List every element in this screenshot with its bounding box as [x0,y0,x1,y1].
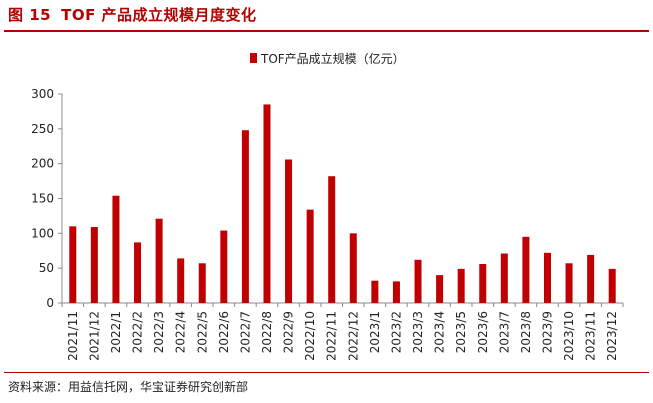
x-tick-label: 2022/4 [174,311,188,353]
x-tick-label: 2023/7 [497,311,511,353]
bar-2023-10 [565,263,573,303]
bar-2023-4 [436,275,444,303]
bar-2023-12 [608,268,616,303]
top-rule [4,30,649,32]
y-tick-label: 100 [31,226,54,240]
x-tick-label: 2022/9 [282,311,296,353]
bar-2022-9 [285,159,293,303]
bar-2023-8 [522,236,530,303]
x-tick-label: 2023/8 [519,311,533,353]
y-tick-label: 50 [39,261,54,275]
x-tick-label: 2022/10 [303,311,317,361]
x-tick-label: 2022/1 [109,311,123,353]
source-note: 资料来源：用益信托网，华宝证券研究创新部 [8,380,249,394]
bar-2022-3 [155,218,163,303]
bottom-rule [4,372,649,373]
bar-2022-10 [306,209,314,303]
bar-2022-5 [198,263,206,303]
x-tick-label: 2023/2 [389,311,403,353]
bar-2022-7 [241,130,249,303]
bar-chart: TOF产品成立规模（亿元） 0 50 100 150 200 250 300 2021/11… [31,51,624,361]
x-tick-label: 2023/5 [454,311,468,353]
y-tick-label: 150 [31,192,54,206]
bar-2023-2 [392,281,400,303]
y-tick-label: 200 [31,157,54,171]
y-tick-label: 0 [46,296,54,310]
bar-2023-7 [500,253,508,303]
legend: TOF产品成立规模（亿元） [250,51,405,66]
bar-2023-6 [479,263,487,303]
y-tick-label: 250 [31,122,54,136]
bar-2023-5 [457,268,465,303]
x-tick-label: 2022/12 [346,311,360,361]
bar-2022-2 [134,242,142,303]
x-tick-label: 2023/10 [562,311,576,361]
bar-2022-4 [177,258,185,303]
x-tick-label: 2021/11 [66,311,80,361]
y-tick-label: 300 [31,87,54,101]
bar-2022-8 [263,104,271,303]
bar-2022-6 [220,230,228,303]
y-axis: 0 50 100 150 200 250 300 [31,87,63,310]
x-tick-label: 2023/1 [368,311,382,353]
x-tick-label: 2023/11 [584,311,598,361]
x-tick-label: 2022/6 [217,311,231,353]
legend-swatch [250,53,257,63]
legend-label: TOF产品成立规模（亿元） [260,51,405,66]
bar-2023-9 [543,252,551,303]
x-axis: 2021/11 2021/12 2022/1 2022/2 2022/3 2022/4 20… [61,302,624,361]
x-tick-label: 2023/9 [540,311,554,353]
figure-title-text: TOF 产品成立规模月度变化 [61,6,257,24]
bar-2021-12 [90,227,98,303]
x-tick-label: 2022/5 [195,311,209,353]
x-tick-label: 2023/12 [605,311,619,361]
bars [69,104,616,303]
x-tick-label: 2022/11 [325,311,339,361]
bar-2022-12 [349,233,357,303]
x-tick-label: 2022/2 [131,311,145,353]
x-tick-label: 2023/4 [433,311,447,353]
figure-number: 图 15 [8,6,52,24]
x-tick-label: 2021/12 [87,311,101,361]
bar-2023-1 [371,280,379,303]
x-tick-label: 2022/8 [260,311,274,353]
x-tick-label: 2023/3 [411,311,425,353]
x-tick-label: 2022/7 [238,311,252,353]
bar-2023-11 [587,254,595,303]
bar-2022-1 [112,195,120,303]
x-tick-label: 2023/6 [476,311,490,353]
bar-2021-11 [69,226,77,303]
x-tick-label: 2022/3 [152,311,166,353]
bar-2022-11 [328,176,336,303]
figure-title: 图 15 TOF 产品成立规模月度变化 [8,4,257,25]
bar-2023-3 [414,259,422,303]
